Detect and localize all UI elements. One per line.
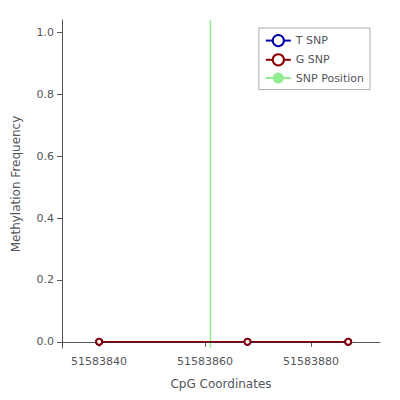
- svg-text:SNP Position: SNP Position: [296, 72, 364, 85]
- svg-text:CpG Coordinates: CpG Coordinates: [170, 377, 271, 391]
- svg-text:0.8: 0.8: [37, 88, 55, 101]
- svg-text:0.6: 0.6: [37, 150, 55, 163]
- svg-text:G SNP: G SNP: [296, 53, 330, 66]
- svg-text:1.0: 1.0: [37, 26, 55, 39]
- svg-text:Methylation Frequency: Methylation Frequency: [9, 116, 23, 253]
- svg-text:0.2: 0.2: [37, 273, 55, 286]
- svg-text:51583840: 51583840: [71, 355, 127, 368]
- svg-text:51583880: 51583880: [283, 355, 339, 368]
- svg-text:0.0: 0.0: [37, 335, 55, 348]
- svg-text:T SNP: T SNP: [295, 34, 328, 47]
- svg-text:51583860: 51583860: [177, 355, 233, 368]
- svg-text:0.4: 0.4: [37, 212, 55, 225]
